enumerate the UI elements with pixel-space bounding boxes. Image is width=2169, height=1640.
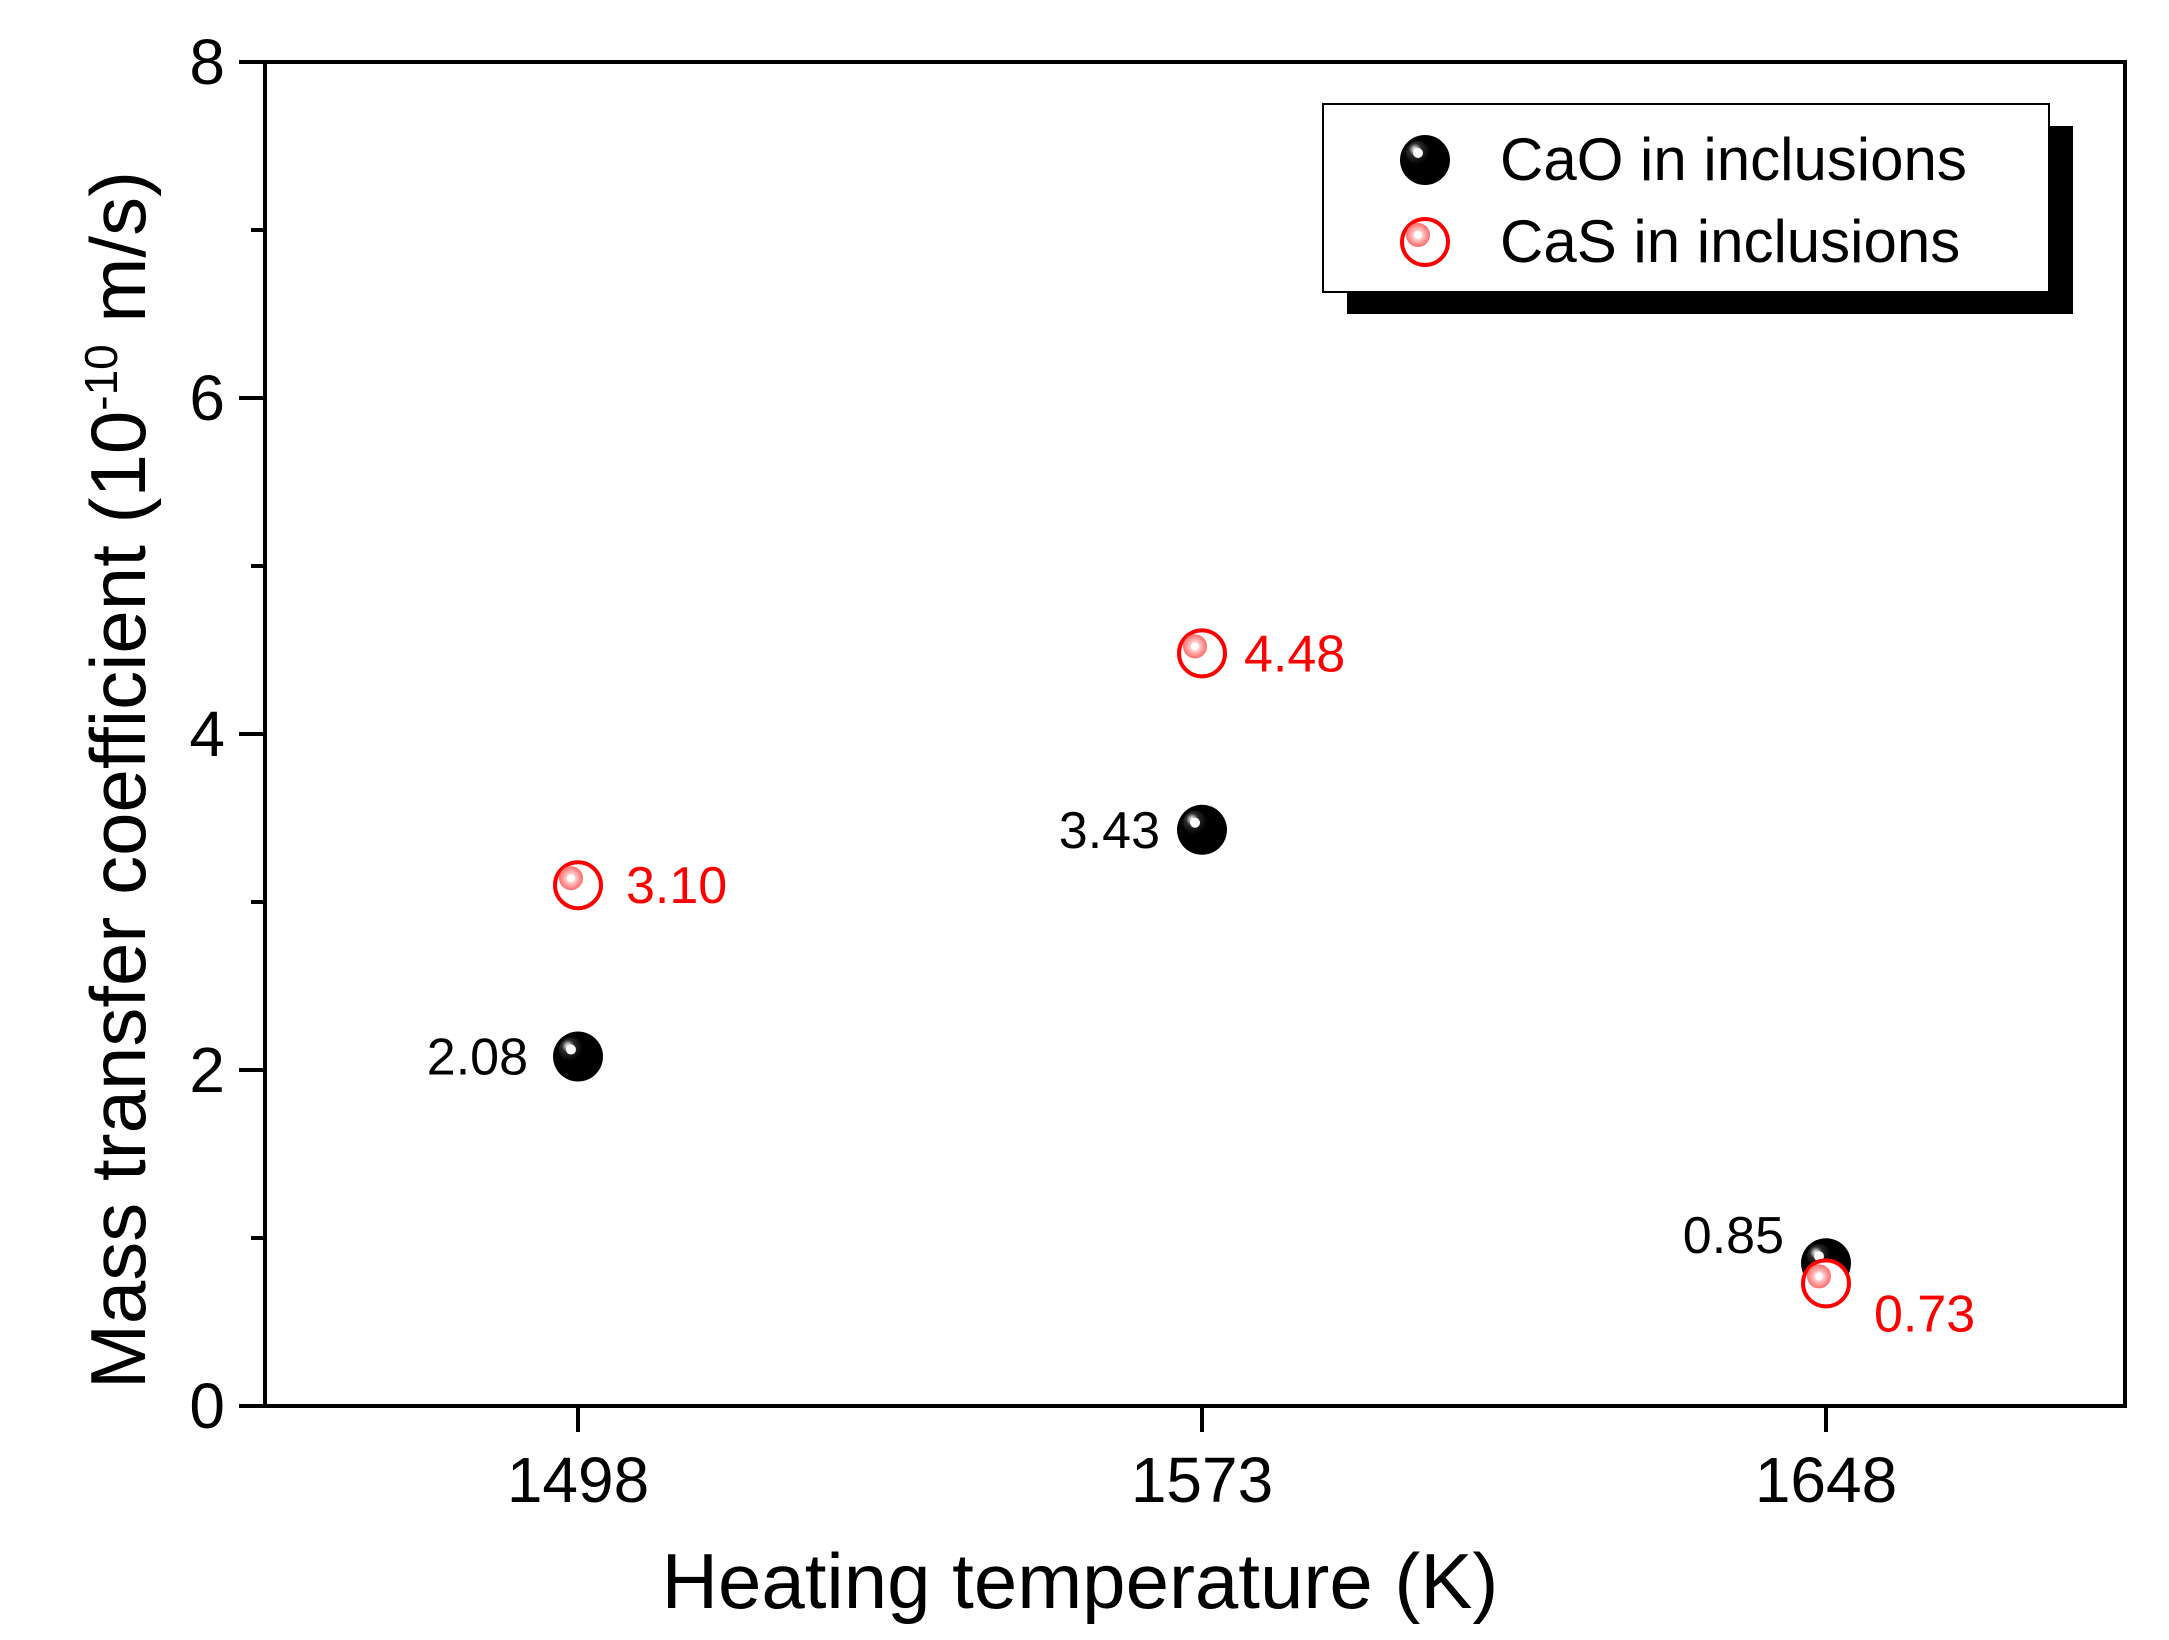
cao-data-label: 3.43 <box>1059 802 1160 860</box>
cao-point <box>553 1031 603 1082</box>
cas-data-label: 0.73 <box>1874 1285 1975 1343</box>
y-tick-label: 6 <box>189 362 225 434</box>
legend: CaO in inclusions CaS in inclusions <box>1322 103 2073 314</box>
x-axis-ticks <box>576 1406 1828 1432</box>
cao-data-label: 2.08 <box>427 1029 528 1087</box>
legend-items: CaO in inclusions CaS in inclusions <box>1400 126 1967 275</box>
cas-point <box>1801 1258 1851 1309</box>
series-cas: 3.10 4.48 0.73 <box>553 625 1975 1343</box>
x-tick-label: 1648 <box>1755 1444 1897 1516</box>
cas-point <box>1177 628 1227 679</box>
y-tick-label: 4 <box>189 698 225 770</box>
x-tick-label: 1573 <box>1131 1444 1273 1516</box>
cas-point <box>553 860 603 911</box>
y-tick-label: 2 <box>189 1034 225 1106</box>
legend-marker-cao <box>1400 135 1450 185</box>
cas-data-label: 4.48 <box>1244 625 1345 683</box>
y-axis-ticks <box>239 60 265 1408</box>
legend-label-cas: CaS in inclusions <box>1500 208 1960 275</box>
y-tick-label: 0 <box>189 1370 225 1442</box>
y-tick-label: 8 <box>189 26 225 98</box>
y-axis-title: Mass transfer coefficient (10-10 m/s) <box>74 171 162 1389</box>
legend-marker-cas <box>1400 217 1450 267</box>
x-axis-tick-labels: 1498 1573 1648 <box>507 1444 1897 1516</box>
legend-label-cao: CaO in inclusions <box>1500 126 1967 193</box>
x-tick-label: 1498 <box>507 1444 649 1516</box>
x-axis-title: Heating temperature (K) <box>662 1537 1499 1625</box>
cas-data-label: 3.10 <box>626 857 727 915</box>
cao-point <box>1177 804 1227 855</box>
legend-box <box>1322 103 2050 293</box>
data-series: 2.08 3.43 0.85 3.10 4.48 0.73 <box>427 625 1975 1343</box>
cao-data-label: 0.85 <box>1683 1207 1784 1265</box>
y-axis-tick-labels: 0 2 4 6 8 <box>189 26 225 1442</box>
